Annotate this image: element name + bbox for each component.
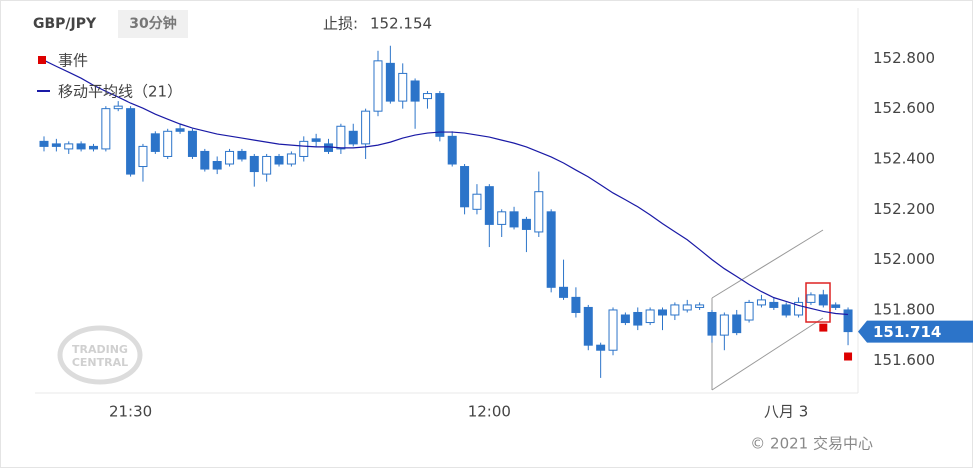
candle-body xyxy=(262,155,272,175)
stop-loss: 152.154 xyxy=(370,15,432,33)
candle-body xyxy=(150,133,160,152)
pattern-line xyxy=(711,229,824,299)
y-tick-label: 152.000 xyxy=(873,250,935,268)
y-tick-label: 151.600 xyxy=(873,351,935,369)
candle-body xyxy=(311,138,321,142)
candle-body xyxy=(385,62,395,102)
y-tick-label: 152.400 xyxy=(873,149,935,167)
candle-body xyxy=(497,211,507,225)
candle-body xyxy=(608,309,618,351)
legend-label: 移动平均线（21） xyxy=(58,83,182,101)
candle-body xyxy=(113,105,123,110)
y-tick-label: 151.800 xyxy=(873,300,935,318)
event-marker xyxy=(819,323,828,332)
timeframe-box xyxy=(118,10,188,38)
candle-body xyxy=(596,344,606,351)
candle-body xyxy=(472,193,482,210)
candle-body xyxy=(398,72,408,102)
y-tick-label: 152.600 xyxy=(873,99,935,117)
candle-body xyxy=(336,125,346,150)
candle-body xyxy=(88,145,98,150)
candle-body xyxy=(373,60,383,112)
price-tag-label: 151.714 xyxy=(873,323,941,341)
candle-body xyxy=(187,130,197,157)
candle-body xyxy=(64,143,74,150)
candle-body xyxy=(521,218,531,230)
pattern-line xyxy=(711,317,824,391)
candle-body xyxy=(422,93,432,100)
candle-body xyxy=(534,191,544,233)
watermark: CENTRAL xyxy=(72,356,128,369)
candle-body xyxy=(732,314,742,334)
candle-body xyxy=(348,130,358,145)
candle-body xyxy=(410,80,420,102)
candle-body xyxy=(682,304,692,311)
candle-body xyxy=(781,304,791,316)
candle-body xyxy=(163,130,173,157)
candle-body xyxy=(633,311,643,326)
candle-body xyxy=(509,211,519,228)
candle-body xyxy=(670,304,680,316)
candle-body xyxy=(831,304,841,308)
candle-body xyxy=(447,135,457,165)
candle-body xyxy=(559,286,569,298)
candle-body xyxy=(620,314,630,324)
legend-label: 事件 xyxy=(58,52,88,70)
x-tick-label: 12:00 xyxy=(468,403,511,421)
y-tick-label: 152.800 xyxy=(873,49,935,67)
candle-body xyxy=(546,211,556,288)
candle-body xyxy=(361,110,371,145)
watermark-logo xyxy=(57,325,143,385)
symbol: GBP/JPY xyxy=(33,16,97,32)
candle-body xyxy=(583,306,593,346)
copyright: © 2021 交易中心 xyxy=(750,435,873,453)
candle-body xyxy=(237,150,247,160)
candle-body xyxy=(435,93,445,137)
candle-body xyxy=(138,145,148,168)
x-tick-label: 八月 3 xyxy=(764,403,808,421)
candle-body xyxy=(756,299,766,306)
candle-body xyxy=(769,301,779,308)
event-marker xyxy=(844,352,853,361)
candle-body xyxy=(274,155,284,165)
candle-body xyxy=(249,155,259,173)
candle-body xyxy=(212,160,222,170)
candle-body xyxy=(707,311,717,336)
candle-body xyxy=(51,143,61,147)
candle-body xyxy=(806,294,816,303)
x-tick-label: 21:30 xyxy=(109,403,152,421)
candle-body xyxy=(225,150,235,165)
candle-body xyxy=(101,108,111,150)
candle-body xyxy=(658,309,667,316)
candle-body xyxy=(175,128,185,132)
candle-body xyxy=(645,309,655,324)
timeframe: 30分钟 xyxy=(129,15,176,32)
candle-body xyxy=(76,143,86,150)
candle-body xyxy=(571,296,581,313)
candle-body xyxy=(744,301,754,321)
candle-body xyxy=(200,150,210,170)
candle-body xyxy=(286,153,296,165)
candle-body xyxy=(719,314,729,336)
candle-body xyxy=(843,309,853,333)
candle-body xyxy=(299,140,309,157)
y-tick-label: 152.200 xyxy=(873,200,935,218)
ma-line xyxy=(43,59,849,316)
price-tag xyxy=(858,320,973,343)
candle-body xyxy=(39,140,49,147)
legend-swatch xyxy=(38,56,46,64)
candle-body xyxy=(695,304,705,308)
stop-loss-label: 止损: xyxy=(323,15,358,33)
candle-body xyxy=(818,294,828,306)
candle-body xyxy=(126,108,136,175)
candle-body xyxy=(794,301,804,316)
watermark: TRADING xyxy=(72,343,128,356)
candle-body xyxy=(484,186,494,225)
candle-body xyxy=(460,166,470,208)
highlight-box xyxy=(805,282,831,323)
